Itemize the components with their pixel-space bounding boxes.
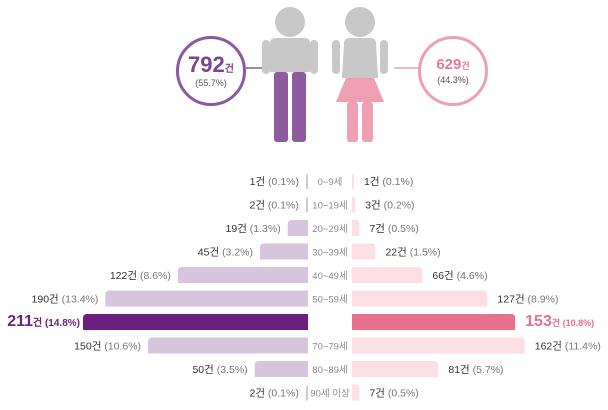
female-total-bubble: 629건 (44.3%) xyxy=(418,36,488,106)
right-value-label: 1건 (0.1%) xyxy=(364,176,413,188)
left-bar xyxy=(148,337,308,354)
male-total-unit: 건 xyxy=(224,64,234,75)
right-value-label: 127건 (8.9%) xyxy=(497,294,558,306)
right-bar xyxy=(352,337,525,354)
left-value-label: 122건 (8.6%) xyxy=(110,270,171,282)
age-category-label: 80~89세 xyxy=(312,365,347,376)
right-bar xyxy=(352,243,376,260)
right-value-label: 81건 (5.7%) xyxy=(448,364,503,376)
left-value-label: 190건 (13.4%) xyxy=(32,294,99,306)
age-category-label: 50~59세 xyxy=(312,295,347,306)
age-category-label: 90세 이상 xyxy=(310,389,350,400)
age-category-label: 30~39세 xyxy=(312,248,347,259)
female-total-unit: 건 xyxy=(461,61,470,71)
left-value-label: 211건 (14.8%) xyxy=(7,313,80,330)
age-category-label: 10~19세 xyxy=(312,201,347,212)
right-value-label: 66건 (4.6%) xyxy=(432,270,487,282)
right-value-label: 3건 (0.2%) xyxy=(365,200,414,212)
male-total-bubble: 792건 (55.7%) xyxy=(176,36,246,106)
left-bar xyxy=(177,267,308,283)
male-total-count: 792 xyxy=(188,52,225,77)
male-total-pct: (55.7%) xyxy=(195,78,227,88)
female-total-count: 629 xyxy=(436,56,462,73)
right-bar xyxy=(352,314,516,330)
left-value-label: 2건 (0.1%) xyxy=(250,200,299,212)
left-bar xyxy=(305,196,310,213)
right-bar xyxy=(352,384,360,401)
left-bar xyxy=(260,243,308,260)
male-figure-icon xyxy=(262,7,318,142)
left-bar xyxy=(83,314,308,330)
left-bar xyxy=(105,290,308,307)
age-category-label: 60~69세 xyxy=(312,317,347,329)
right-bar xyxy=(352,220,360,236)
female-total-pct: (44.3%) xyxy=(437,75,469,85)
left-value-label: 1건 (0.1%) xyxy=(250,176,299,188)
female-figure-icon xyxy=(332,7,388,142)
right-bar xyxy=(350,173,354,189)
left-value-label: 45건 (3.2%) xyxy=(198,247,253,259)
right-bar xyxy=(352,290,488,307)
left-value-label: 2건 (0.1%) xyxy=(250,388,299,400)
left-value-label: 19건 (1.3%) xyxy=(226,223,281,235)
left-bar xyxy=(254,361,308,377)
left-bar xyxy=(305,384,310,401)
right-bar xyxy=(352,267,423,283)
age-category-label: 40~49세 xyxy=(312,271,347,282)
left-value-label: 50건 (3.5%) xyxy=(192,364,247,376)
right-bar xyxy=(351,196,356,213)
right-value-label: 153건 (10.8%) xyxy=(525,313,594,330)
right-value-label: 162건 (11.4%) xyxy=(535,341,601,353)
age-category-label: 20~29세 xyxy=(312,224,347,235)
right-value-label: 22건 (1.5%) xyxy=(385,247,440,259)
left-value-label: 150건 (10.6%) xyxy=(74,341,141,353)
left-bar xyxy=(306,173,310,189)
right-value-label: 7건 (0.5%) xyxy=(369,388,418,400)
age-category-label: 0~9세 xyxy=(318,177,343,188)
right-value-label: 7건 (0.5%) xyxy=(369,223,418,235)
right-bar xyxy=(352,361,439,377)
bars-layer: 0~9세 1건 (0.1%) 1건 (0.1%) 10~19세 2건 (0.1%) 3건 … xyxy=(7,173,601,401)
age-category-label: 70~79세 xyxy=(312,342,347,353)
left-bar xyxy=(287,220,308,236)
